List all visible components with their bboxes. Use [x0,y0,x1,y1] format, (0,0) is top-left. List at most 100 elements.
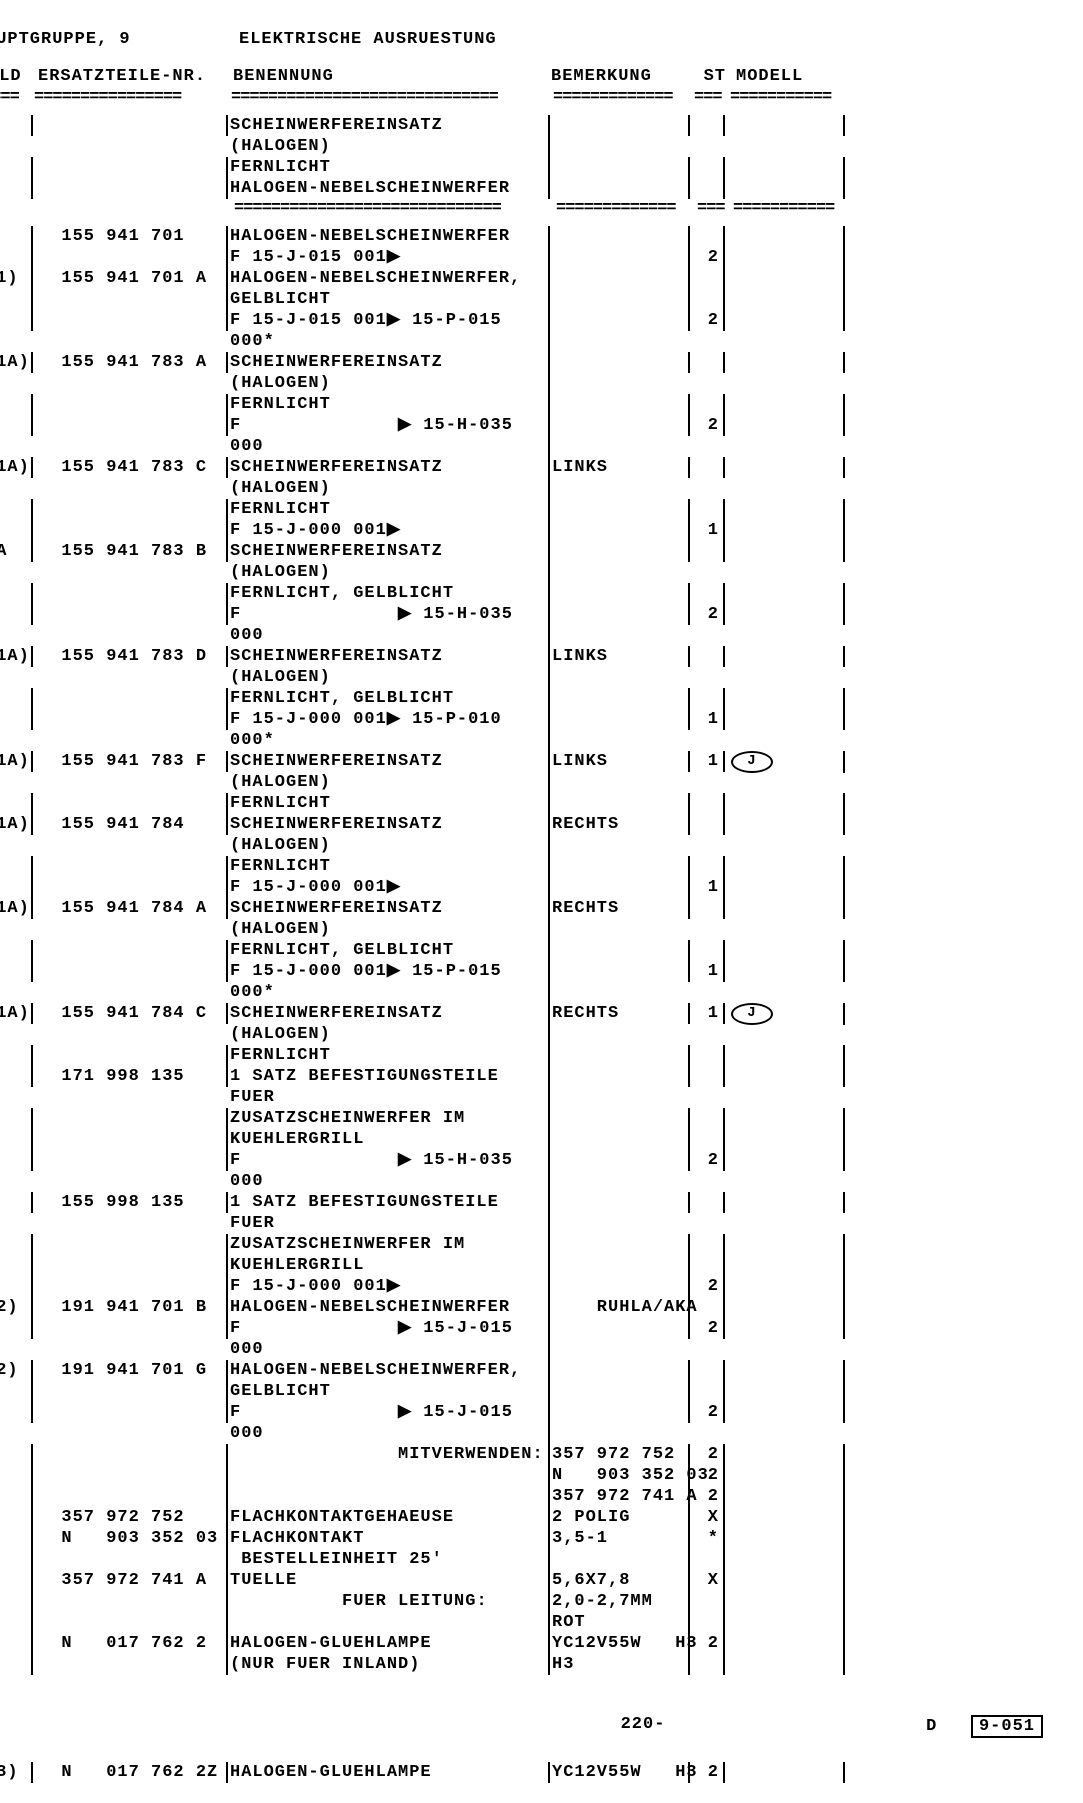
cell-ersatz [33,1234,228,1255]
cell-modell: J [725,751,845,773]
cell-bemerk: 357 972 741 A [550,1486,690,1507]
cell-modell [725,226,845,247]
page-number: 220- [553,1715,733,1738]
cell-st [690,268,725,289]
cell-bemerk: YC12V55W H3 [550,1762,690,1783]
cell-modell [725,646,845,667]
cell-bemerk: LINKS [550,457,690,478]
cell-ersatz: N 903 352 03 [33,1528,228,1549]
cell-benen: SCHEINWERFEREINSATZ (HALOGEN) [228,457,550,499]
cell-ild [0,1465,33,1486]
cell-st: 1 [690,709,725,730]
cell-ersatz [33,1465,228,1486]
table-row: FUER LEITUNG:2,0-2,7MM [0,1591,1063,1612]
table-row: GELBLICHT [0,1381,1063,1402]
cell-ersatz [33,1486,228,1507]
cell-benen: FUER LEITUNG: [228,1591,550,1612]
cell-ersatz: 171 998 135 [33,1066,228,1087]
cell-benen [228,1465,550,1486]
footer-d: D [926,1717,937,1736]
cell-ild: 1A [0,541,33,562]
table-row: 1 155 941 701HALOGEN-NEBELSCHEINWERFER [0,226,1063,247]
table-row: 1A 155 941 783 BSCHEINWERFEREINSATZ (HAL… [0,541,1063,583]
cell-bemerk: 2 POLIG [550,1507,690,1528]
cell-bemerk: 357 972 752 [550,1444,690,1465]
table-row: F ▶ 15-J-015 000 2 [0,1402,1063,1444]
cell-benen: MITVERWENDEN: [228,1444,550,1465]
table-row: F 15-J-000 001▶ 15-P-015 000*1 [0,961,1063,1003]
cell-bemerk [550,1108,690,1129]
cell-st: 1 [690,751,725,772]
oval-icon: J [731,1003,773,1025]
column-headers: ILD ERSATZTEILE-NR. BENENNUNG BEMERKUNG … [0,67,1063,86]
cell-ersatz [33,310,228,331]
cell-modell [725,1486,845,1507]
cell-ersatz: N 017 762 2Z [33,1762,228,1783]
cell-st: 2 [690,1444,725,1465]
cell-benen: F ▶ 15-H-035 000 [228,604,550,646]
cell-bemerk [550,709,690,730]
cell-bemerk [550,1381,690,1402]
cell-st [690,1654,725,1675]
cell-bemerk [550,1318,690,1339]
cell-modell [725,1318,845,1339]
table-row: FERNLICHT [0,499,1063,520]
cell-benen: HALOGEN-NEBELSCHEINWERFER, [228,268,550,289]
cell-modell [725,1507,845,1528]
cell-modell [725,1549,845,1570]
cell-st: 2 [690,1402,725,1423]
table-row: F ▶ 15-H-035 0002 [0,604,1063,646]
table-row: 3 N 017 762 2HALOGEN-GLUEHLAMPEYC12V55W … [0,1633,1063,1654]
cell-ersatz: 191 941 701 B [33,1297,228,1318]
cell-ersatz: 155 941 701 [33,226,228,247]
cell-benen [228,1612,550,1633]
table-row: (1A) 155 941 783 FSCHEINWERFEREINSATZ (H… [0,751,1063,793]
cell-bemerk: RUHLA/AKA [550,1297,690,1318]
col-bemerk: BEMERKUNG [551,67,691,86]
table-row: (1A) 155 941 784 CSCHEINWERFEREINSATZ (H… [0,1003,1063,1045]
cell-ild [0,856,33,877]
cell-benen: F ▶ 15-J-015 000 [228,1402,550,1444]
cell-bemerk [550,1234,690,1255]
cell-ersatz [33,709,228,730]
cell-bemerk [550,247,690,268]
cell-bemerk [550,1402,690,1423]
cell-ersatz: 155 941 783 A [33,352,228,373]
cell-benen: F ▶ 15-H-035 000 [228,415,550,457]
cell-ersatz: 155 998 135 [33,1192,228,1213]
cell-benen: SCHEINWERFEREINSATZ (HALOGEN) [228,541,550,583]
cell-ild [0,1549,33,1570]
cell-st: * [690,1528,725,1549]
cell-st [690,814,725,835]
cell-bemerk [550,226,690,247]
cell-bemerk [550,499,690,520]
cell-st [690,646,725,667]
cell-ersatz [33,289,228,310]
cell-benen: HALOGEN-GLUEHLAMPE [228,1633,550,1654]
cell-st: 2 [690,1276,725,1297]
footer-right: D 9-051 [733,1715,1043,1738]
cell-modell [725,940,845,961]
table-row: FERNLICHT, GELBLICHT [0,583,1063,604]
cell-ild: (1A) [0,352,33,373]
cell-st: 1 [690,520,725,541]
cell-modell [725,856,845,877]
cell-ild: (1A) [0,457,33,478]
table-row: 357 972 741 A2 [0,1486,1063,1507]
table-row: GELBLICHT [0,289,1063,310]
cell-st [690,1066,725,1087]
cell-bemerk [550,961,690,982]
cell-ild [0,1612,33,1633]
cell-bemerk: LINKS [550,646,690,667]
cell-bemerk [550,1255,690,1276]
col-modell: MODELL [726,67,863,86]
cell-modell [725,520,845,541]
cell-bemerk [550,877,690,898]
cell-ersatz [33,856,228,877]
cell-st [690,940,725,961]
cell-st [690,289,725,310]
page-root: AUPTGRUPPE, 9 ELEKTRISCHE AUSRUESTUNG IL… [0,0,1083,1803]
cell-ild [0,1318,33,1339]
cell-modell [725,352,845,373]
table-row: N 903 352 032 [0,1465,1063,1486]
